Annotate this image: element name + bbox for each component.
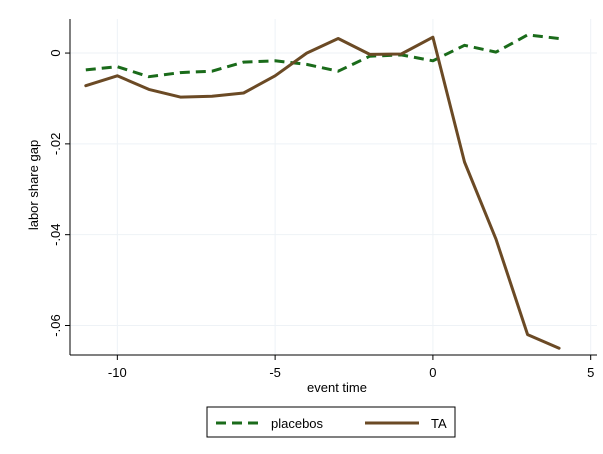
x-axis-ticks: -10 -5 0 5 [108,355,594,380]
x-tick-label: -10 [108,365,127,380]
series-line-ta [84,35,561,350]
legend-label-ta: TA [431,416,447,431]
y-tick-label: 0 [48,49,63,56]
y-tick-label: -.04 [48,223,63,245]
legend-label-placebos: placebos [271,416,324,431]
axes [69,19,597,356]
y-axis-ticks: 0 -.02 -.04 -.06 [48,49,70,337]
series-lines [84,33,561,350]
y-tick-label: -.06 [48,314,63,336]
x-tick-label: 5 [587,365,594,380]
series-line-placebos [85,33,560,79]
grid-lines [70,19,597,355]
x-tick-label: -5 [269,365,281,380]
y-tick-label: -.02 [48,133,63,155]
y-axis-title: labor share gap [26,140,41,230]
x-axis-title: event time [307,380,367,395]
x-tick-label: 0 [429,365,436,380]
legend: placebos TA [206,406,456,438]
